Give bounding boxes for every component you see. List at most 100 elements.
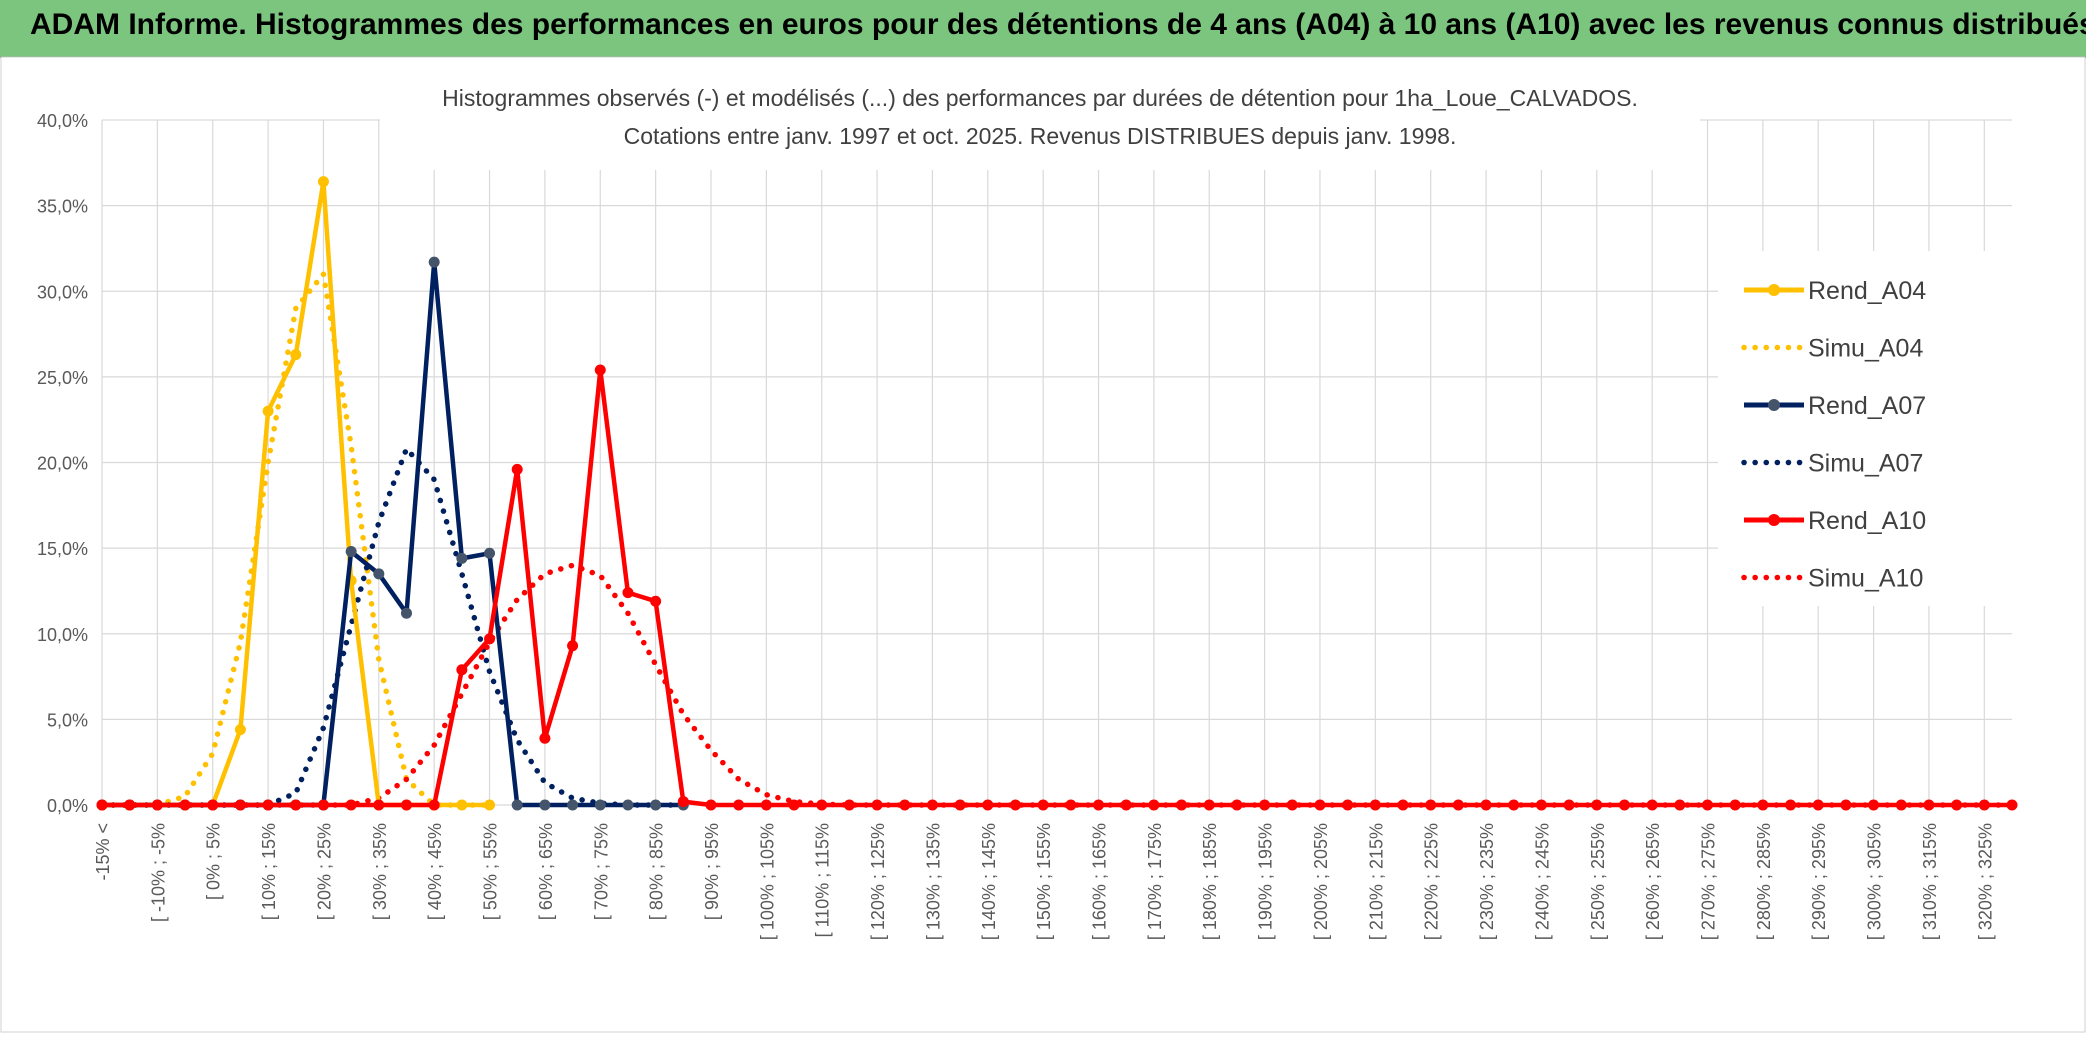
series-group [96,176,2018,811]
data-point-rend-a10 [2006,799,2018,811]
data-point-rend-a04 [262,405,274,417]
y-tick-label: 0,0% [47,796,88,816]
x-tick-label: [ 260% ; 265% [1643,823,1663,940]
x-tick-label: [ 190% ; 195% [1256,823,1276,940]
x-tick-label: [ 90% ; 95% [702,823,722,920]
banner: ADAM Informe. Histogrammes des performan… [0,0,2086,58]
legend-marker [1768,514,1780,526]
y-tick-label: 15,0% [37,539,88,559]
data-point-rend-a07 [511,799,523,811]
x-tick-label: [ 320% ; 325% [1975,823,1995,940]
data-point-rend-a07 [484,547,496,559]
data-point-rend-a10 [400,799,412,811]
data-point-rend-a10 [456,664,468,676]
x-tick-label: [ 80% ; 85% [647,823,667,920]
series-line-rend-a10 [102,367,2012,808]
data-point-rend-a10 [622,587,634,599]
x-tick-label: [ 200% ; 205% [1311,823,1331,940]
x-tick-label: [ 250% ; 255% [1588,823,1608,940]
x-axis: -15% < [ -10% ; -5% [ 0% ; 5% [ 10% ; 15% [ … [93,823,1995,940]
x-tick-label: [ 270% ; 275% [1699,823,1719,940]
x-tick-label: [ 40% ; 45% [425,823,445,920]
data-point-rend-a10 [262,799,274,811]
data-point-rend-a10 [843,799,855,811]
data-point-rend-a10 [1729,799,1741,811]
x-tick-label: [ 20% ; 25% [314,823,334,920]
x-tick-label: [ 0% ; 5% [204,823,224,900]
legend: Rend_A04 Simu_A04 Rend_A07 Simu_A07 Rend_A10… [1718,251,2018,606]
data-point-rend-a07 [567,799,579,811]
chart: 0,0% 5,0% 10,0% 15,0% 20,0% 25,0% 30,0% 35,0% 40… [0,56,2086,1033]
data-point-rend-a10 [871,799,883,811]
data-point-rend-a10 [1646,799,1658,811]
x-tick-label: [ 150% ; 155% [1034,823,1054,940]
series-line-simu-a07 [99,446,687,808]
chart-title-line2: Cotations entre janv. 1997 et oct. 2025.… [624,123,1457,149]
data-point-rend-a10 [1923,799,1935,811]
data-point-rend-a10 [926,799,938,811]
data-point-rend-a10 [373,799,385,811]
data-point-rend-a07 [400,607,412,619]
data-point-rend-a10 [345,799,357,811]
legend-label: Rend_A07 [1808,392,1926,420]
x-tick-label: [ 220% ; 225% [1422,823,1442,940]
data-point-rend-a07 [650,799,662,811]
x-tick-label: [ 310% ; 315% [1920,823,1940,940]
data-point-rend-a10 [428,799,440,811]
data-point-rend-a10 [899,799,911,811]
legend-label: Simu_A10 [1808,565,1923,593]
data-point-rend-a10 [124,799,136,811]
y-tick-label: 25,0% [37,368,88,388]
data-point-rend-a10 [1785,799,1797,811]
data-point-rend-a10 [1093,799,1105,811]
data-point-rend-a10 [1757,799,1769,811]
data-point-rend-a07 [456,552,468,564]
legend-label: Rend_A04 [1808,277,1926,305]
y-tick-label: 35,0% [37,197,88,217]
data-point-rend-a10 [650,595,662,607]
data-point-rend-a10 [1480,799,1492,811]
data-point-rend-a10 [1895,799,1907,811]
x-tick-label: [ 70% ; 75% [591,823,611,920]
legend-marker [1768,399,1780,411]
x-tick-label: [ 180% ; 185% [1200,823,1220,940]
data-point-rend-a10 [1065,799,1077,811]
data-point-rend-a10 [1369,799,1381,811]
x-tick-label: [ 160% ; 165% [1090,823,1110,940]
data-point-rend-a10 [816,799,828,811]
data-point-rend-a10 [982,799,994,811]
y-tick-label: 40,0% [37,111,88,131]
data-point-rend-a10 [1120,799,1132,811]
legend-marker [1768,284,1780,296]
y-tick-label: 30,0% [37,282,88,302]
legend-label: Simu_A04 [1808,335,1923,363]
data-point-rend-a10 [1425,799,1437,811]
x-tick-label: [ -10% ; -5% [148,823,168,922]
data-point-rend-a10 [1535,799,1547,811]
x-tick-label: [ 50% ; 55% [481,823,501,920]
x-tick-label: [ 100% ; 105% [757,823,777,940]
data-point-rend-a10 [290,799,302,811]
data-point-rend-a10 [1452,799,1464,811]
data-point-rend-a10 [484,633,496,645]
data-point-rend-a07 [594,799,606,811]
x-tick-label: [ 240% ; 245% [1532,823,1552,940]
data-point-rend-a10 [234,799,246,811]
legend-background [1718,251,2018,606]
title-background [380,64,1700,170]
x-tick-label: [ 140% ; 145% [979,823,999,940]
x-tick-label: -15% < [93,823,113,881]
data-point-rend-a04 [234,724,246,736]
data-point-rend-a10 [179,799,191,811]
data-point-rend-a10 [705,799,717,811]
y-axis: 0,0% 5,0% 10,0% 15,0% 20,0% 25,0% 30,0% 35,0% 40… [37,111,88,816]
data-point-rend-a10 [1397,799,1409,811]
data-point-rend-a10 [788,799,800,811]
x-tick-label: [ 300% ; 305% [1865,823,1885,940]
y-tick-label: 10,0% [37,625,88,645]
data-point-rend-a10 [511,463,523,475]
data-point-rend-a10 [733,799,745,811]
data-point-rend-a10 [96,799,108,811]
x-tick-label: [ 280% ; 285% [1754,823,1774,940]
